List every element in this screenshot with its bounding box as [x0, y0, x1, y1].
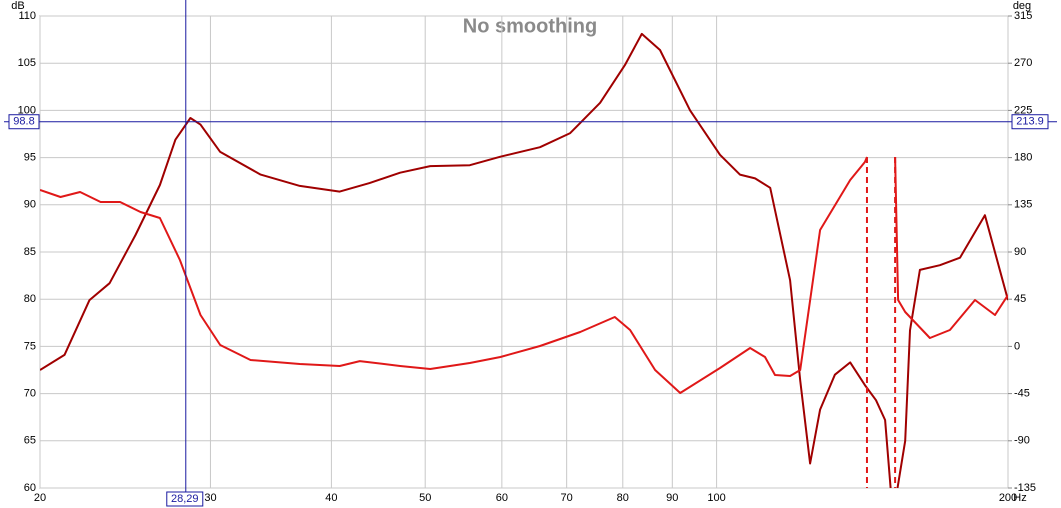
series-line: [40, 156, 1008, 394]
y2-tick-label: 180: [1014, 152, 1032, 164]
y-axis-label: dB: [11, 0, 24, 12]
x-tick-label: 30: [204, 492, 216, 504]
y2-tick-label: -135: [1014, 482, 1036, 494]
x-tick-label: 90: [666, 492, 678, 504]
y-tick-label: 105: [18, 57, 36, 69]
y-tick-label: 65: [24, 435, 36, 447]
y-tick-label: 60: [24, 482, 36, 494]
chart-title: No smoothing: [463, 15, 597, 37]
x-tick-label: 50: [419, 492, 431, 504]
x-axis-label: Hz: [1013, 492, 1026, 504]
cursor-y2-label-box: [1011, 114, 1049, 130]
y2-tick-label: 315: [1014, 10, 1032, 22]
x-tick-label: 100: [707, 492, 725, 504]
cursor-y-label-box: [8, 114, 40, 130]
y2-tick-label: 90: [1014, 246, 1026, 258]
y2-tick-label: -90: [1014, 435, 1030, 447]
y2-tick-label: 270: [1014, 57, 1032, 69]
y-tick-label: 80: [24, 293, 36, 305]
y2-tick-label: 0: [1014, 340, 1020, 352]
y-tick-label: 90: [24, 199, 36, 211]
y-tick-label: 110: [18, 10, 36, 22]
x-tick-label: 60: [496, 492, 508, 504]
cursor-y2-label: 213.9: [1016, 116, 1044, 128]
x-tick-label: 20: [34, 492, 46, 504]
y2-tick-label: 45: [1014, 293, 1026, 305]
cursor-y-label: 98.8: [13, 116, 34, 128]
cursor-x-label-box: [166, 491, 204, 507]
x-tick-label: 200: [999, 492, 1017, 504]
y-tick-label: 95: [24, 152, 36, 164]
x-tick-label: 40: [325, 492, 337, 504]
y-tick-label: 100: [18, 104, 36, 116]
y2-tick-label: 225: [1014, 104, 1032, 116]
cursor-x-label: 28,29: [171, 493, 199, 505]
y-tick-label: 75: [24, 340, 36, 352]
x-tick-label: 70: [561, 492, 573, 504]
y2-tick-label: -45: [1014, 388, 1030, 400]
y2-axis-label: deg: [1013, 0, 1031, 12]
y2-tick-label: 135: [1014, 199, 1032, 211]
y-tick-label: 70: [24, 388, 36, 400]
x-tick-label: 80: [617, 492, 629, 504]
y-tick-label: 85: [24, 246, 36, 258]
